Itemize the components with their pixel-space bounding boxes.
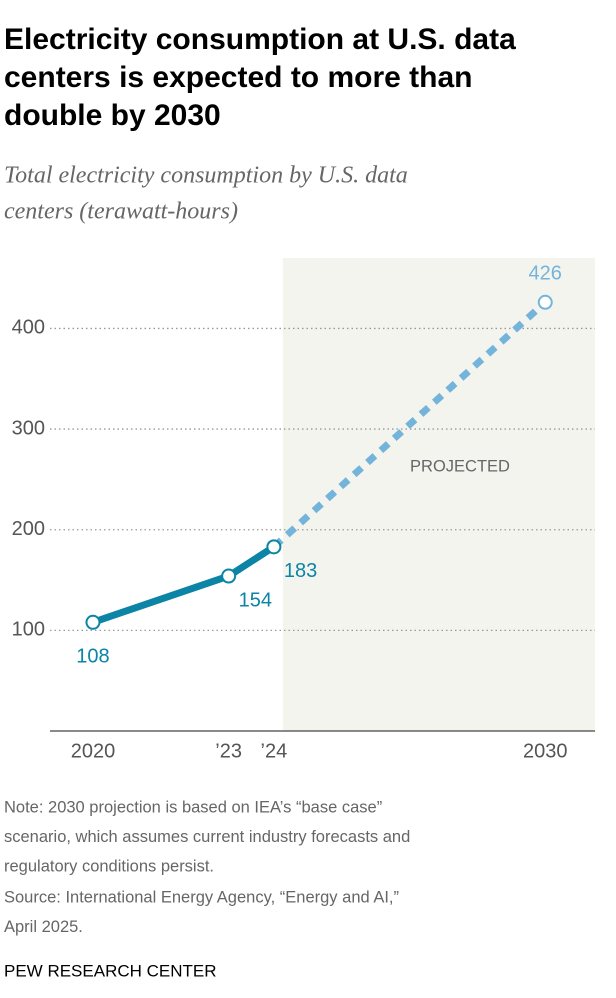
- value-label: 154: [239, 589, 272, 611]
- chart-title: centers is expected to more than: [4, 61, 473, 94]
- note: scenario, which assumes current industry…: [4, 828, 410, 846]
- note: regulatory conditions persist.: [4, 857, 214, 875]
- credit: PEW RESEARCH CENTER: [4, 961, 217, 980]
- y-tick-label: 200: [12, 518, 45, 540]
- value-label: 183: [284, 560, 317, 582]
- chart-subtitle: Total electricity consumption by U.S. da…: [4, 163, 408, 189]
- annotation: PROJECTED: [410, 457, 510, 475]
- chart-title: double by 2030: [4, 99, 221, 132]
- point-marker: [221, 568, 237, 584]
- y-tick-label: 400: [12, 317, 45, 339]
- x-tick-label: 2020: [71, 740, 116, 762]
- y-tick-label: 100: [12, 619, 45, 641]
- x-tick-label: ’23: [215, 740, 242, 762]
- value-label: 108: [76, 646, 109, 668]
- y-tick-label: 300: [12, 417, 45, 439]
- note: Note: 2030 projection is based on IEA’s …: [4, 798, 382, 816]
- point-marker: [537, 294, 553, 310]
- x-tick-label: 2030: [523, 740, 568, 762]
- x-tick-label: ’24: [261, 740, 288, 762]
- source: April 2025.: [4, 918, 83, 936]
- point-marker: [85, 614, 101, 630]
- source: Source: International Energy Agency, “En…: [4, 888, 399, 906]
- chart-title: Electricity consumption at U.S. data: [4, 23, 516, 56]
- chart-subtitle: centers (terawatt-hours): [4, 199, 238, 225]
- value-label: 426: [529, 263, 562, 285]
- series-line: [271, 299, 548, 550]
- point-marker: [266, 539, 282, 555]
